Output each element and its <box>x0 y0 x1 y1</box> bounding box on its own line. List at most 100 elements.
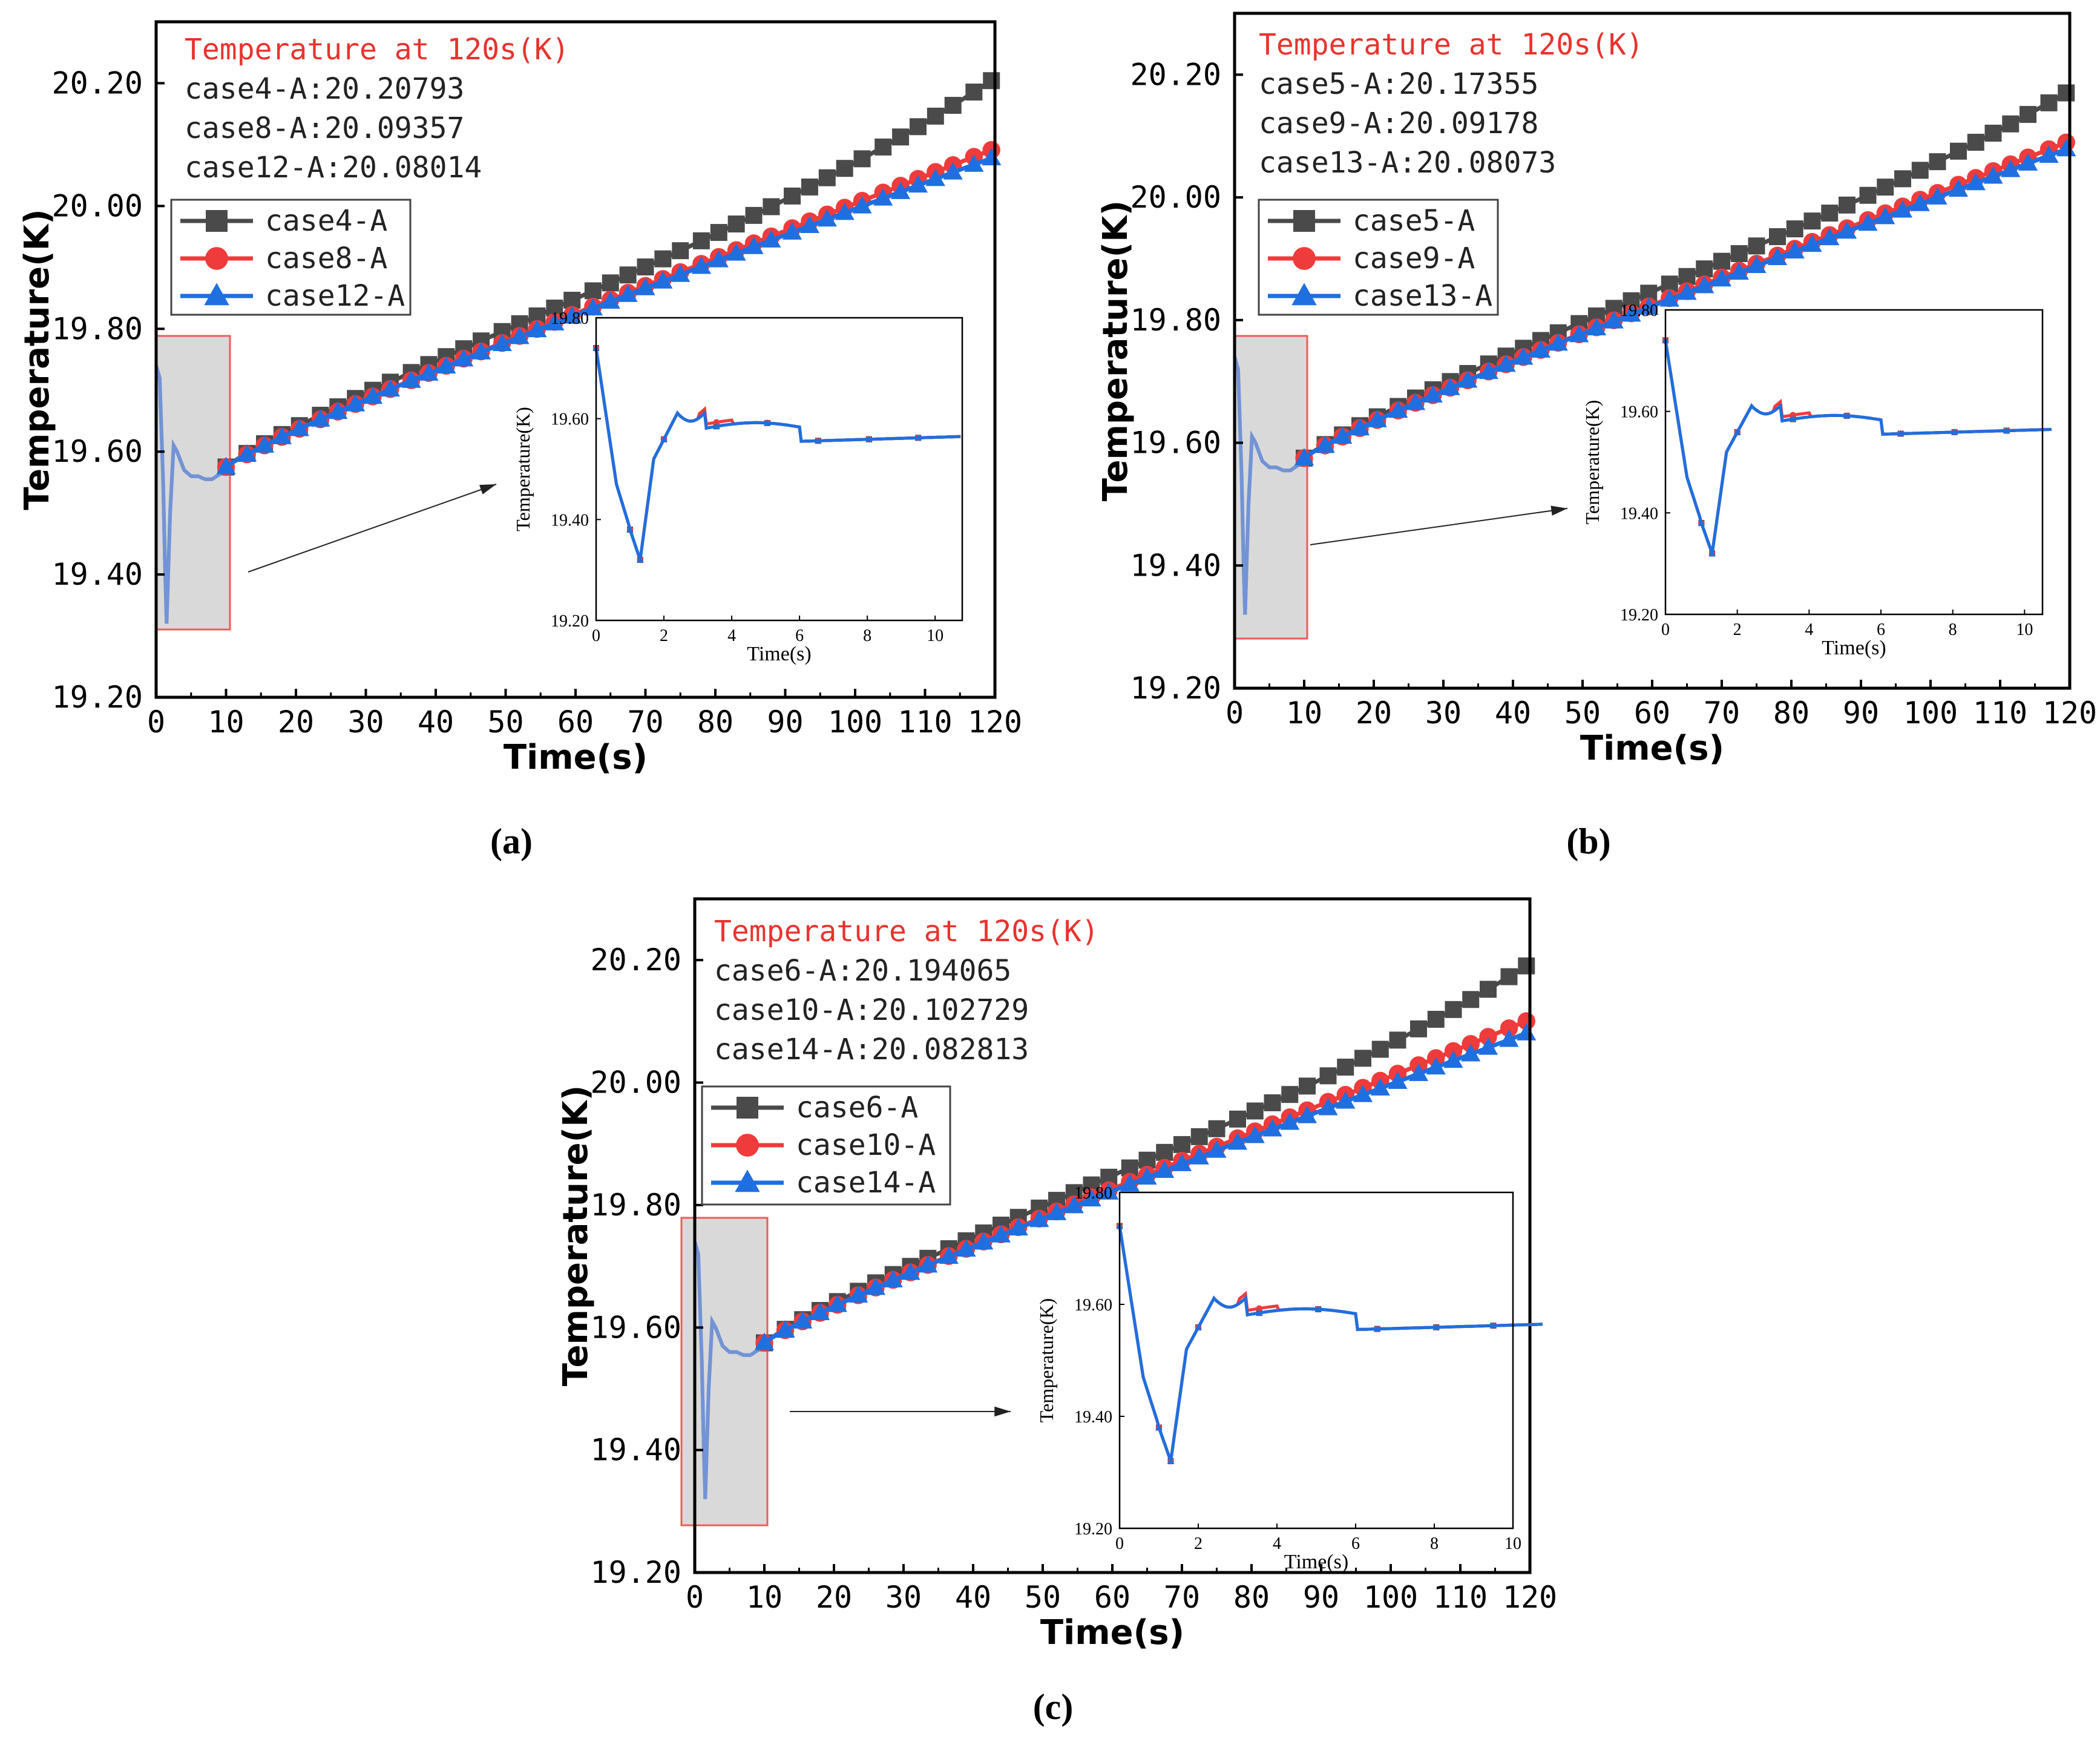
y-tick-label: 19.20 <box>51 680 143 715</box>
marker-case12-A <box>216 456 236 475</box>
panel-caption: (c) <box>1033 1687 1074 1727</box>
marker-case5-A <box>1678 268 1696 285</box>
marker-case14-A <box>1478 1037 1498 1055</box>
marker-case6-A <box>1208 1120 1226 1137</box>
marker-case4-A <box>892 128 910 146</box>
marker-case13-A <box>1367 410 1387 427</box>
inset-x-tick-label: 0 <box>1115 1534 1124 1553</box>
marker-case5-A <box>1859 186 1877 204</box>
inset-marker-case13-A <box>1897 430 1905 436</box>
marker-case4-A <box>801 178 818 196</box>
x-tick-label: 0 <box>686 1580 704 1615</box>
inset-x-tick-label: 8 <box>863 626 871 645</box>
y-tick-label: 19.60 <box>1130 426 1221 461</box>
marker-case14-A <box>1064 1195 1084 1214</box>
inset-frame <box>1118 1191 1514 1530</box>
inset-x-tick-label: 8 <box>1949 620 1957 639</box>
marker-case14-A <box>1029 1209 1049 1228</box>
marker-case4-A <box>672 242 689 260</box>
x-tick-label: 40 <box>955 1580 991 1615</box>
marker-case5-A <box>1748 237 1765 255</box>
annotation-line: case14-A:20.082813 <box>714 1033 1029 1067</box>
inset-chart: 0 2 4 6 8 10 19.20 19.40 19.60 19.80 Time(s) Temper… <box>1581 301 2052 659</box>
marker-case14-A <box>883 1270 903 1287</box>
legend-marker <box>735 1169 760 1192</box>
marker-case4-A <box>944 97 962 114</box>
marker-case12-A <box>436 356 456 374</box>
marker-case13-A <box>1948 179 1969 197</box>
marker-case12-A <box>726 243 746 261</box>
marker-case5-A <box>2002 115 2020 133</box>
x-tick-label: 70 <box>627 705 663 740</box>
marker-case13-A <box>1802 234 1822 252</box>
x-tick-label: 50 <box>1564 695 1601 731</box>
marker-case12-A <box>873 188 893 206</box>
inset-marker-case14-A <box>1374 1325 1381 1332</box>
x-tick-label: 70 <box>1164 1580 1200 1615</box>
inset-marker-case9-A <box>1790 412 1796 418</box>
legend-marker <box>736 1134 759 1157</box>
marker-case4-A <box>710 224 727 242</box>
annotation-line: case6-A:20.194065 <box>714 954 1011 988</box>
legend-marker <box>204 283 229 306</box>
marker-case13-A <box>2001 159 2021 177</box>
inset-marker-case14-A <box>1256 1309 1263 1316</box>
marker-case12-A <box>618 284 638 302</box>
inset-x-tick-label: 0 <box>1661 620 1670 639</box>
series-early-case13-A <box>1233 356 1305 615</box>
marker-case5-A <box>1950 142 1967 160</box>
marker-case4-A <box>965 84 983 101</box>
inset-x-tick-label: 6 <box>795 626 804 645</box>
legend-marker <box>206 210 228 232</box>
marker-case14-A <box>1336 1091 1356 1109</box>
x-tick-label: 30 <box>1425 695 1462 731</box>
marker-case14-A <box>754 1332 775 1350</box>
chart-a: 0 10 20 30 40 50 60 70 80 90 100 110 12019.2019.4019… <box>18 20 1022 861</box>
marker-case13-A <box>1548 333 1568 351</box>
y-tick-label: 19.20 <box>590 1555 681 1590</box>
marker-case12-A <box>401 370 421 388</box>
inset-x-tick-label: 8 <box>1430 1534 1439 1553</box>
marker-case4-A <box>637 258 654 276</box>
x-tick-label: 60 <box>557 705 594 740</box>
inset-x-tick-label: 6 <box>1877 620 1885 639</box>
x-tick-label: 30 <box>885 1580 922 1615</box>
marker-case14-A <box>1280 1112 1300 1130</box>
marker-case12-A <box>289 418 309 436</box>
marker-case5-A <box>1967 134 1984 151</box>
marker-case12-A <box>709 249 729 268</box>
marker-case13-A <box>1928 187 1947 205</box>
inset-background <box>1120 1192 1513 1528</box>
marker-case5-A <box>1821 205 1839 222</box>
x-tick-label: 10 <box>746 1580 783 1615</box>
inset-marker-case12-A <box>815 437 822 444</box>
annotation-line: case12-A:20.08014 <box>185 151 482 185</box>
marker-case12-A <box>653 271 673 289</box>
marker-case14-A <box>1370 1078 1390 1096</box>
y-tick-label: 19.60 <box>590 1310 681 1345</box>
marker-case14-A <box>1297 1105 1317 1123</box>
inset-frame <box>595 317 963 622</box>
inset-marker-case12-A <box>626 526 634 533</box>
legend-label: case14-A <box>796 1166 936 1200</box>
x-tick-label: 50 <box>1025 1580 1061 1615</box>
y-tick-label: 19.80 <box>590 1188 681 1223</box>
x-tick-label: 120 <box>968 705 1022 740</box>
y-tick-label: 19.40 <box>590 1433 681 1468</box>
marker-case4-A <box>983 72 1000 90</box>
marker-case12-A <box>925 168 945 186</box>
marker-case6-A <box>1462 991 1480 1008</box>
marker-case13-A <box>1604 311 1624 329</box>
marker-case4-A <box>654 250 672 268</box>
marker-case13-A <box>1458 370 1478 388</box>
inset-marker-case12-A <box>865 435 873 442</box>
marker-case13-A <box>2039 145 2059 163</box>
marker-case4-A <box>727 215 745 233</box>
marker-case14-A <box>1499 1029 1519 1047</box>
legend-marker <box>737 1097 758 1119</box>
x-tick-label: 40 <box>1495 695 1531 731</box>
marker-case6-A <box>1299 1077 1316 1095</box>
x-tick-label: 120 <box>1503 1580 1557 1615</box>
marker-case5-A <box>2040 94 2058 111</box>
marker-case5-A <box>1911 162 1929 179</box>
